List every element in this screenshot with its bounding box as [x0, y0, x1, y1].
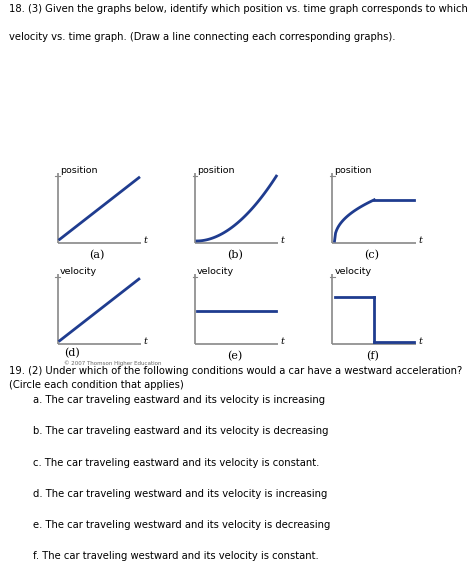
- Text: (e): (e): [227, 351, 242, 361]
- Text: t: t: [418, 338, 422, 346]
- Text: a. The car traveling eastward and its velocity is increasing: a. The car traveling eastward and its ve…: [33, 396, 325, 406]
- Text: t: t: [281, 338, 284, 346]
- Text: velocity: velocity: [335, 267, 372, 276]
- Text: (Circle each condition that applies): (Circle each condition that applies): [9, 380, 184, 390]
- Text: position: position: [60, 165, 97, 175]
- Text: (c): (c): [365, 250, 380, 260]
- Text: 19. (2) Under which of the following conditions would a car have a westward acce: 19. (2) Under which of the following con…: [9, 366, 463, 376]
- Text: t: t: [143, 338, 147, 346]
- Text: t: t: [143, 236, 147, 245]
- Text: (a): (a): [90, 250, 105, 260]
- Text: t: t: [281, 236, 284, 245]
- Text: position: position: [197, 165, 235, 175]
- Text: position: position: [335, 165, 372, 175]
- Text: (d): (d): [64, 348, 80, 358]
- Text: velocity: velocity: [197, 267, 234, 276]
- Text: velocity: velocity: [60, 267, 97, 276]
- Text: © 2007 Thomson Higher Education: © 2007 Thomson Higher Education: [64, 360, 161, 366]
- Text: velocity vs. time graph. (Draw a line connecting each corresponding graphs).: velocity vs. time graph. (Draw a line co…: [9, 32, 396, 42]
- Text: (f): (f): [365, 351, 379, 361]
- Text: e. The car traveling westward and its velocity is decreasing: e. The car traveling westward and its ve…: [33, 520, 330, 530]
- Text: c. The car traveling eastward and its velocity is constant.: c. The car traveling eastward and its ve…: [33, 458, 319, 468]
- Text: d. The car traveling westward and its velocity is increasing: d. The car traveling westward and its ve…: [33, 489, 328, 499]
- Text: b. The car traveling eastward and its velocity is decreasing: b. The car traveling eastward and its ve…: [33, 427, 328, 437]
- Text: f. The car traveling westward and its velocity is constant.: f. The car traveling westward and its ve…: [33, 551, 319, 561]
- Text: 18. (3) Given the graphs below, identify which position vs. time graph correspon: 18. (3) Given the graphs below, identify…: [9, 4, 468, 13]
- Text: t: t: [418, 236, 422, 245]
- Text: (b): (b): [227, 250, 243, 260]
